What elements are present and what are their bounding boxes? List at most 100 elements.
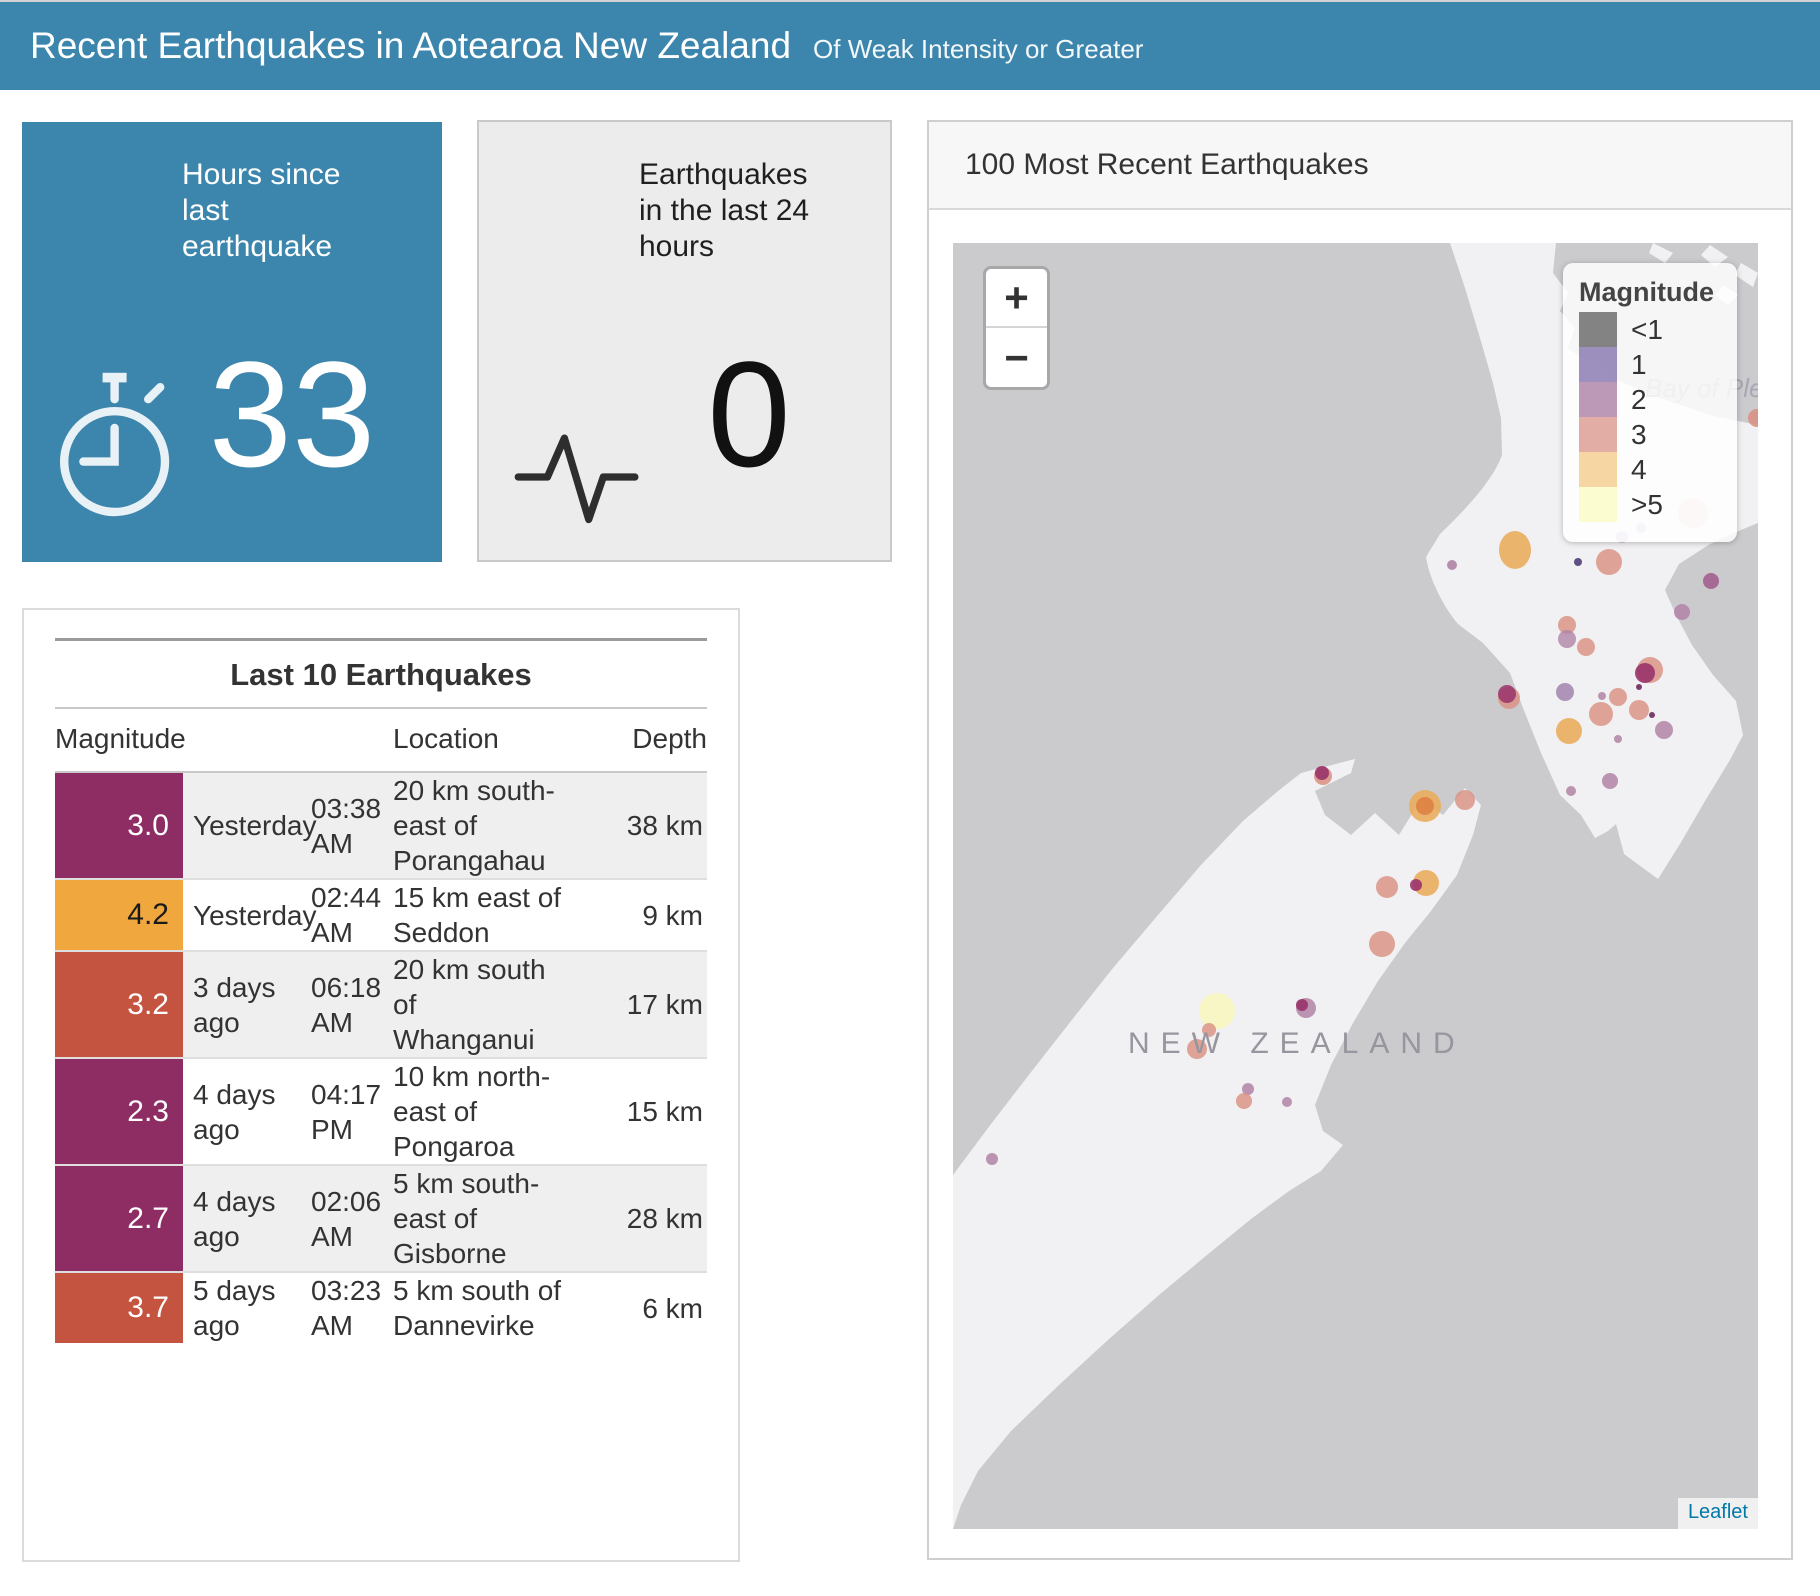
legend-entry: >5 [1563,487,1737,522]
table-body: 3.0 Yesterday 03:38 AM 20 km south-east of … [55,773,707,1343]
quake-dot[interactable] [1649,712,1655,718]
quake-depth: 28 km [626,1203,703,1234]
quake-time: 02:06 AM [311,1185,382,1252]
quake-dot[interactable] [1558,616,1576,634]
magnitude-legend: Magnitude <1 1 2 3 4 >5 [1563,263,1737,542]
quake-location: 15 km east of Seddon [393,882,562,948]
map-attribution: Leaflet [1677,1498,1758,1529]
quake-dot[interactable] [1636,684,1642,690]
quake-time: 03:23 AM [311,1275,382,1341]
quake-dot[interactable] [1236,1093,1252,1109]
quake-dot[interactable] [1282,1097,1292,1107]
quake-dot[interactable] [1242,1083,1254,1095]
earthquake-row[interactable]: 4.2 Yesterday 02:44 AM 15 km east of Seddon… [55,878,707,950]
quake-dot[interactable] [1655,721,1673,739]
quake-dot[interactable] [1574,558,1582,566]
map-panel-header: 100 Most Recent Earthquakes [929,122,1791,210]
quake-dot[interactable] [1629,700,1649,720]
quake-dot[interactable] [1410,879,1422,891]
quakes-24h-label: Earthquakes in the last 24 hours [639,158,810,263]
quake-dot[interactable] [1498,685,1516,703]
quake-date: 4 days ago [193,1078,276,1145]
quake-time: 03:38 AM [311,792,382,859]
quake-depth: 38 km [626,810,703,841]
quake-dot[interactable] [1455,790,1475,810]
quake-location: 5 km south-east of Gisborne [393,1168,540,1269]
earthquake-row[interactable]: 2.7 4 days ago 02:06 AM 5 km south-east of … [55,1164,707,1271]
quake-location: 10 km north-east of Pongaroa [393,1061,551,1162]
quake-dot[interactable] [1296,999,1308,1011]
legend-entry: <1 [1563,312,1737,347]
quake-dot[interactable] [1376,876,1398,898]
land-island [1701,245,1728,267]
quake-dot[interactable] [1602,773,1618,789]
quake-dot[interactable] [1609,688,1627,706]
earthquake-row[interactable]: 3.0 Yesterday 03:38 AM 20 km south-east of … [55,773,707,878]
map-panel-title: 100 Most Recent Earthquakes [965,148,1369,181]
zoom-in-button[interactable]: + [986,269,1047,328]
hours-since-value: 33 [208,330,376,498]
legend-swatch [1579,452,1617,487]
column-header-depth: Depth [632,723,707,754]
quake-dot[interactable] [1566,786,1576,796]
quake-dot[interactable] [1614,735,1622,743]
quake-depth: 6 km [642,1292,703,1324]
table-rule [55,707,707,709]
hours-since-label: Hours since last earthquake [182,158,341,263]
legend-swatch [1579,417,1617,452]
legend-label: >5 [1631,488,1663,520]
quake-dot[interactable] [1748,409,1758,427]
hours-since-card: Hours since last earthquake 33 [22,122,442,562]
earthquake-row[interactable]: 2.3 4 days ago 04:17 PM 10 km north-east of… [55,1057,707,1164]
quake-dot[interactable] [1202,1023,1216,1037]
land-island [1649,243,1673,263]
land-south-island [953,759,1481,1529]
earthquake-row[interactable]: 3.7 5 days ago 03:23 AM 5 km south of Danne… [55,1271,707,1343]
quakes-24h-value: 0 [707,330,791,498]
quake-dot[interactable] [1187,1039,1207,1059]
magnitude-value: 4.2 [55,880,183,950]
quake-dot[interactable] [1416,797,1434,815]
magnitude-value: 3.2 [55,952,183,1057]
quake-date: Yesterday [193,899,317,931]
quake-depth: 9 km [642,899,703,931]
recent-earthquakes-map-panel: 100 Most Recent Earthquakes Bay of Plent… [927,120,1793,1560]
page-subtitle: Of Weak Intensity or Greater [813,34,1144,64]
quake-dot[interactable] [1558,630,1576,648]
quake-dot[interactable] [1577,638,1595,656]
quake-date: 4 days ago [193,1185,276,1252]
page-title: Recent Earthquakes in Aotearoa New Zeala… [30,25,792,66]
quake-location: 20 km south-east of Porangahau [393,775,555,876]
quake-dot[interactable] [1556,683,1574,701]
earthquake-row[interactable]: 3.2 3 days ago 06:18 AM 20 km south of Whan… [55,950,707,1057]
quake-date: 3 days ago [193,971,276,1038]
map-label-new-zealand: NEW ZEALAND [1128,1027,1466,1060]
quake-dot[interactable] [986,1153,998,1165]
quake-dot[interactable] [1596,549,1622,575]
zoom-out-button[interactable]: − [1004,333,1029,381]
column-header-location: Location [393,723,499,754]
quake-dot[interactable] [1556,718,1582,744]
quake-dot[interactable] [1589,702,1613,726]
magnitude-value: 2.7 [55,1166,183,1271]
quake-dot[interactable] [1499,531,1531,569]
map-landmass [953,243,1758,1529]
quake-date: Yesterday [193,810,317,841]
quake-dot[interactable] [1703,573,1719,589]
quake-dot[interactable] [1369,931,1395,957]
map[interactable]: Bay of Plenty NEW ZEALAND + − Magnitude … [953,243,1758,1529]
legend-label: 2 [1631,383,1647,415]
quake-dot[interactable] [1598,692,1606,700]
quake-location: 5 km south of Dannevirke [393,1275,562,1341]
legend-items: <1 1 2 3 4 >5 [1563,312,1737,522]
legend-entry: 1 [1563,347,1737,382]
legend-label: 3 [1631,418,1647,450]
quake-dot[interactable] [1674,604,1690,620]
land-island [1735,263,1758,287]
quake-dot[interactable] [1315,766,1329,780]
quake-dot[interactable] [1635,663,1655,683]
top-strip [0,0,1820,2]
quake-time: 02:44 AM [311,882,382,948]
quake-dot[interactable] [1447,560,1457,570]
leaflet-link[interactable]: Leaflet [1687,1501,1748,1523]
